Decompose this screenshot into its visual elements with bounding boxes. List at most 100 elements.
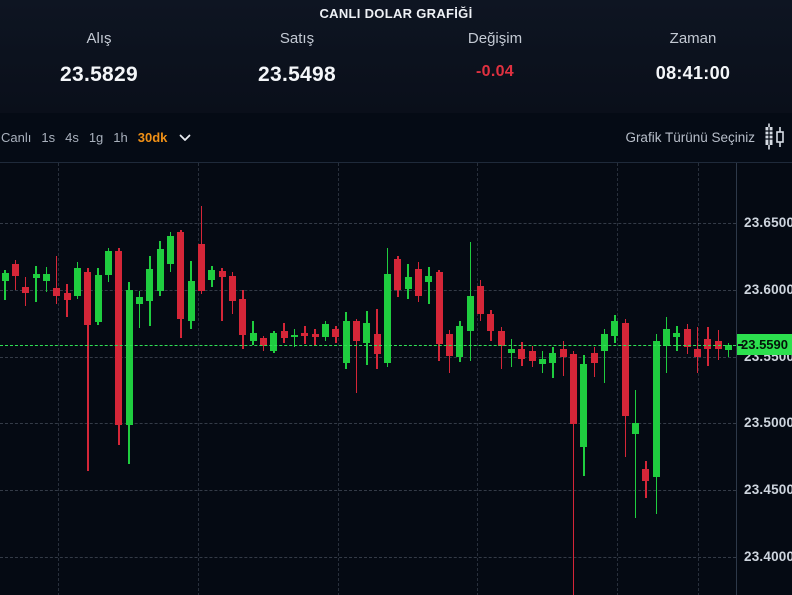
candle-down xyxy=(394,259,402,291)
candle-down xyxy=(311,334,319,338)
price-axis-line xyxy=(736,163,737,595)
candle-wick-down xyxy=(562,340,565,376)
candle-wick-up xyxy=(35,265,37,303)
stat-change: Değişim -0.04 xyxy=(396,30,594,87)
candle-wick-up xyxy=(4,269,6,301)
candle-up xyxy=(466,295,474,332)
candle-down xyxy=(259,337,267,347)
stat-sell-label: Satış xyxy=(279,30,315,47)
candle-wick-down xyxy=(66,284,68,317)
candle-up xyxy=(456,325,464,358)
candle-wick-up xyxy=(510,339,513,368)
timeframe-4s[interactable]: 4s xyxy=(65,130,79,145)
candle-down xyxy=(435,272,443,344)
price-gridline xyxy=(0,423,736,425)
candle-up xyxy=(425,276,433,283)
candle-up xyxy=(321,324,329,338)
candle-up xyxy=(384,273,391,364)
candle-down xyxy=(352,321,360,341)
candle-wick-down xyxy=(55,255,58,305)
candle-up xyxy=(270,332,278,351)
candle-wick-up xyxy=(634,389,637,519)
candle-up xyxy=(663,329,671,346)
candle-up xyxy=(363,322,371,343)
chart-type-label: Grafik Türünü Seçiniz xyxy=(625,130,755,145)
candle-wick-up xyxy=(603,329,606,383)
price-gridline xyxy=(0,289,736,291)
candle-down xyxy=(477,285,485,314)
candle-down xyxy=(373,334,381,355)
candle-up xyxy=(166,235,174,265)
candle-down xyxy=(63,293,71,300)
price-axis-label: 23.6500 xyxy=(744,214,792,230)
candle-wick-down xyxy=(500,327,503,370)
header: CANLI DOLAR GRAFİĞİ Alış 23.5829 Satış 2… xyxy=(0,0,792,113)
price-axis-label: 23.6000 xyxy=(744,281,792,297)
stat-buy-label: Alış xyxy=(86,30,112,47)
candle-up xyxy=(125,289,133,425)
candle-up xyxy=(725,344,733,350)
price-tag-tick xyxy=(738,343,743,346)
candle-up xyxy=(187,281,195,322)
candle-up xyxy=(156,249,164,292)
candle-wick-up xyxy=(676,325,678,351)
candle-up xyxy=(632,423,640,435)
timeframe-group: Canlı 1s 4s 1g 1h 30dk xyxy=(0,130,191,145)
timeframe-canli[interactable]: Canlı xyxy=(1,130,32,145)
candle-up xyxy=(611,320,619,336)
price-gridline xyxy=(0,222,736,224)
time-gridline xyxy=(58,163,59,595)
price-gridline xyxy=(0,356,736,358)
candle-down xyxy=(84,271,92,325)
candle-wick-down xyxy=(572,350,575,595)
candle-down xyxy=(590,352,598,363)
stat-time-label: Zaman xyxy=(669,30,717,47)
candle-down xyxy=(239,299,247,335)
stat-change-label: Değişim xyxy=(467,30,523,47)
candle-up xyxy=(549,352,557,363)
current-price-line xyxy=(0,344,736,346)
candle-wick-up xyxy=(428,267,430,304)
stat-sell: Satış 23.5498 xyxy=(198,30,396,87)
candle-down xyxy=(642,469,650,481)
candle-wick-down xyxy=(314,329,316,346)
candle-wick-up xyxy=(293,329,296,348)
plot-area[interactable] xyxy=(0,163,736,595)
timeframe-1g[interactable]: 1g xyxy=(88,130,104,145)
time-gridline xyxy=(617,163,618,595)
candle-down xyxy=(714,340,722,349)
stat-time: Zaman 08:41:00 xyxy=(594,30,792,87)
timeframe-1s[interactable]: 1s xyxy=(41,130,56,145)
candle-up xyxy=(673,332,681,338)
price-axis-label: 23.4000 xyxy=(744,548,792,564)
time-gridline xyxy=(198,163,199,595)
price-axis-label: 23.4500 xyxy=(744,482,792,498)
chart-type-candlestick-icon[interactable] xyxy=(763,123,786,153)
candle-up xyxy=(32,274,40,278)
price-gridline xyxy=(0,490,736,492)
candle-down xyxy=(518,349,526,360)
candlestick-chart: 23.6500 23.6000 23.5500 23.5000 23.4500 23.40… xyxy=(0,162,792,595)
timeframe-1h[interactable]: 1h xyxy=(113,130,128,145)
candle-down xyxy=(228,275,236,302)
candle-down xyxy=(497,330,505,346)
candle-up xyxy=(342,320,350,363)
candle-down xyxy=(704,339,712,350)
candle-down xyxy=(559,349,567,358)
candle-up xyxy=(146,269,154,302)
candle-up xyxy=(42,273,50,282)
chart-type-selector[interactable]: Grafik Türünü Seçiniz xyxy=(625,123,792,153)
candle-down xyxy=(487,313,495,331)
stat-change-value: -0.04 xyxy=(476,63,514,80)
candle-up xyxy=(290,335,298,338)
candle-down xyxy=(218,271,226,278)
quote-stats: Alış 23.5829 Satış 23.5498 Değişim -0.04… xyxy=(0,30,792,87)
candle-up xyxy=(73,267,81,296)
chevron-down-icon[interactable] xyxy=(179,134,191,142)
candle-down xyxy=(332,329,340,337)
timeframe-30dk[interactable]: 30dk xyxy=(137,130,168,145)
candle-down xyxy=(528,350,536,361)
candle-down xyxy=(694,349,702,358)
candle-down xyxy=(115,251,123,425)
candle-wick-up xyxy=(138,291,141,328)
